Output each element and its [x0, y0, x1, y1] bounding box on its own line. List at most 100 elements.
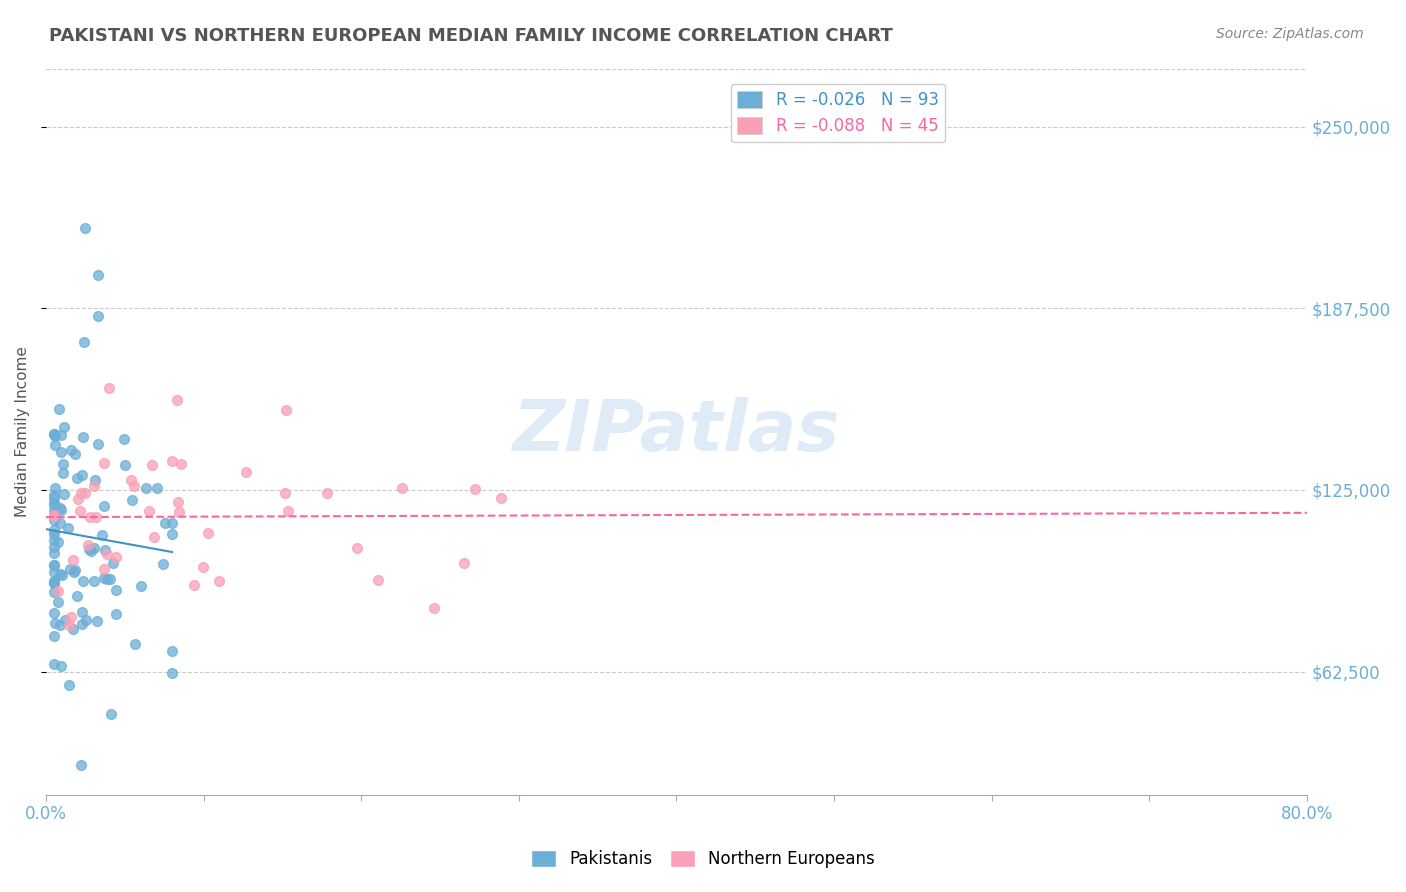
- Point: [63, 563, 86, 577]
- Point: [42, 576, 65, 591]
- Point: [49, 500, 72, 515]
- Point: [166, 392, 188, 407]
- Point: [453, 556, 475, 570]
- Point: [42, 508, 65, 522]
- Point: [138, 503, 160, 517]
- Point: [42, 508, 65, 523]
- Point: [52, 486, 75, 500]
- Point: [62, 553, 84, 567]
- Point: [100, 707, 122, 722]
- Point: [87, 268, 110, 282]
- Legend: Pakistanis, Northern Europeans: Pakistanis, Northern Europeans: [524, 843, 882, 875]
- Y-axis label: Median Family Income: Median Family Income: [15, 346, 30, 517]
- Point: [42, 541, 65, 555]
- Point: [70, 468, 93, 483]
- Point: [52, 457, 75, 471]
- Point: [367, 573, 389, 587]
- Point: [75, 613, 97, 627]
- Point: [101, 556, 124, 570]
- Text: ZIPatlas: ZIPatlas: [513, 397, 841, 467]
- Point: [60, 442, 83, 457]
- Point: [84, 473, 107, 487]
- Point: [42, 558, 65, 573]
- Point: [42, 558, 65, 572]
- Point: [48, 516, 70, 530]
- Point: [273, 485, 295, 500]
- Point: [277, 504, 299, 518]
- Point: [70, 485, 93, 500]
- Point: [97, 381, 120, 395]
- Point: [42, 426, 65, 441]
- Point: [42, 546, 65, 560]
- Point: [42, 574, 65, 588]
- Point: [53, 419, 76, 434]
- Point: [44, 437, 66, 451]
- Point: [86, 615, 108, 629]
- Point: [42, 527, 65, 541]
- Point: [51, 428, 73, 442]
- Point: [42, 513, 65, 527]
- Text: PAKISTANI VS NORTHERN EUROPEAN MEDIAN FAMILY INCOME CORRELATION CHART: PAKISTANI VS NORTHERN EUROPEAN MEDIAN FA…: [49, 27, 893, 45]
- Point: [42, 584, 65, 599]
- Point: [93, 571, 115, 585]
- Point: [70, 605, 93, 619]
- Point: [96, 547, 118, 561]
- Point: [42, 565, 65, 579]
- Point: [124, 637, 146, 651]
- Point: [183, 577, 205, 591]
- Point: [98, 572, 121, 586]
- Point: [83, 541, 105, 555]
- Point: [42, 499, 65, 513]
- Point: [46, 595, 69, 609]
- Point: [53, 613, 76, 627]
- Point: [423, 601, 446, 615]
- Point: [105, 607, 128, 621]
- Point: [70, 758, 93, 772]
- Point: [51, 444, 73, 458]
- Point: [160, 454, 183, 468]
- Point: [72, 574, 94, 588]
- Point: [86, 436, 108, 450]
- Point: [70, 616, 93, 631]
- Point: [66, 589, 89, 603]
- Point: [160, 516, 183, 531]
- Point: [112, 432, 135, 446]
- Point: [49, 502, 72, 516]
- Point: [42, 628, 65, 642]
- Point: [77, 541, 100, 556]
- Point: [75, 221, 97, 235]
- Point: [58, 678, 80, 692]
- Point: [160, 643, 183, 657]
- Point: [42, 488, 65, 502]
- Point: [122, 479, 145, 493]
- Point: [44, 481, 66, 495]
- Point: [42, 504, 65, 518]
- Point: [49, 618, 72, 632]
- Point: [143, 530, 166, 544]
- Point: [69, 504, 91, 518]
- Point: [121, 492, 143, 507]
- Point: [42, 533, 65, 547]
- Point: [83, 479, 105, 493]
- Point: [42, 427, 65, 442]
- Point: [42, 523, 65, 537]
- Point: [42, 491, 65, 505]
- Point: [93, 456, 115, 470]
- Point: [48, 566, 70, 581]
- Point: [129, 578, 152, 592]
- Point: [491, 491, 513, 505]
- Legend: R = -0.026   N = 93, R = -0.088   N = 45: R = -0.026 N = 93, R = -0.088 N = 45: [731, 84, 945, 142]
- Point: [66, 492, 89, 507]
- Point: [48, 535, 70, 549]
- Point: [65, 448, 87, 462]
- Point: [73, 485, 96, 500]
- Point: [79, 510, 101, 524]
- Point: [121, 474, 143, 488]
- Point: [59, 610, 82, 624]
- Point: [191, 560, 214, 574]
- Point: [51, 567, 73, 582]
- Point: [94, 543, 117, 558]
- Point: [59, 562, 82, 576]
- Point: [208, 574, 231, 588]
- Point: [93, 499, 115, 513]
